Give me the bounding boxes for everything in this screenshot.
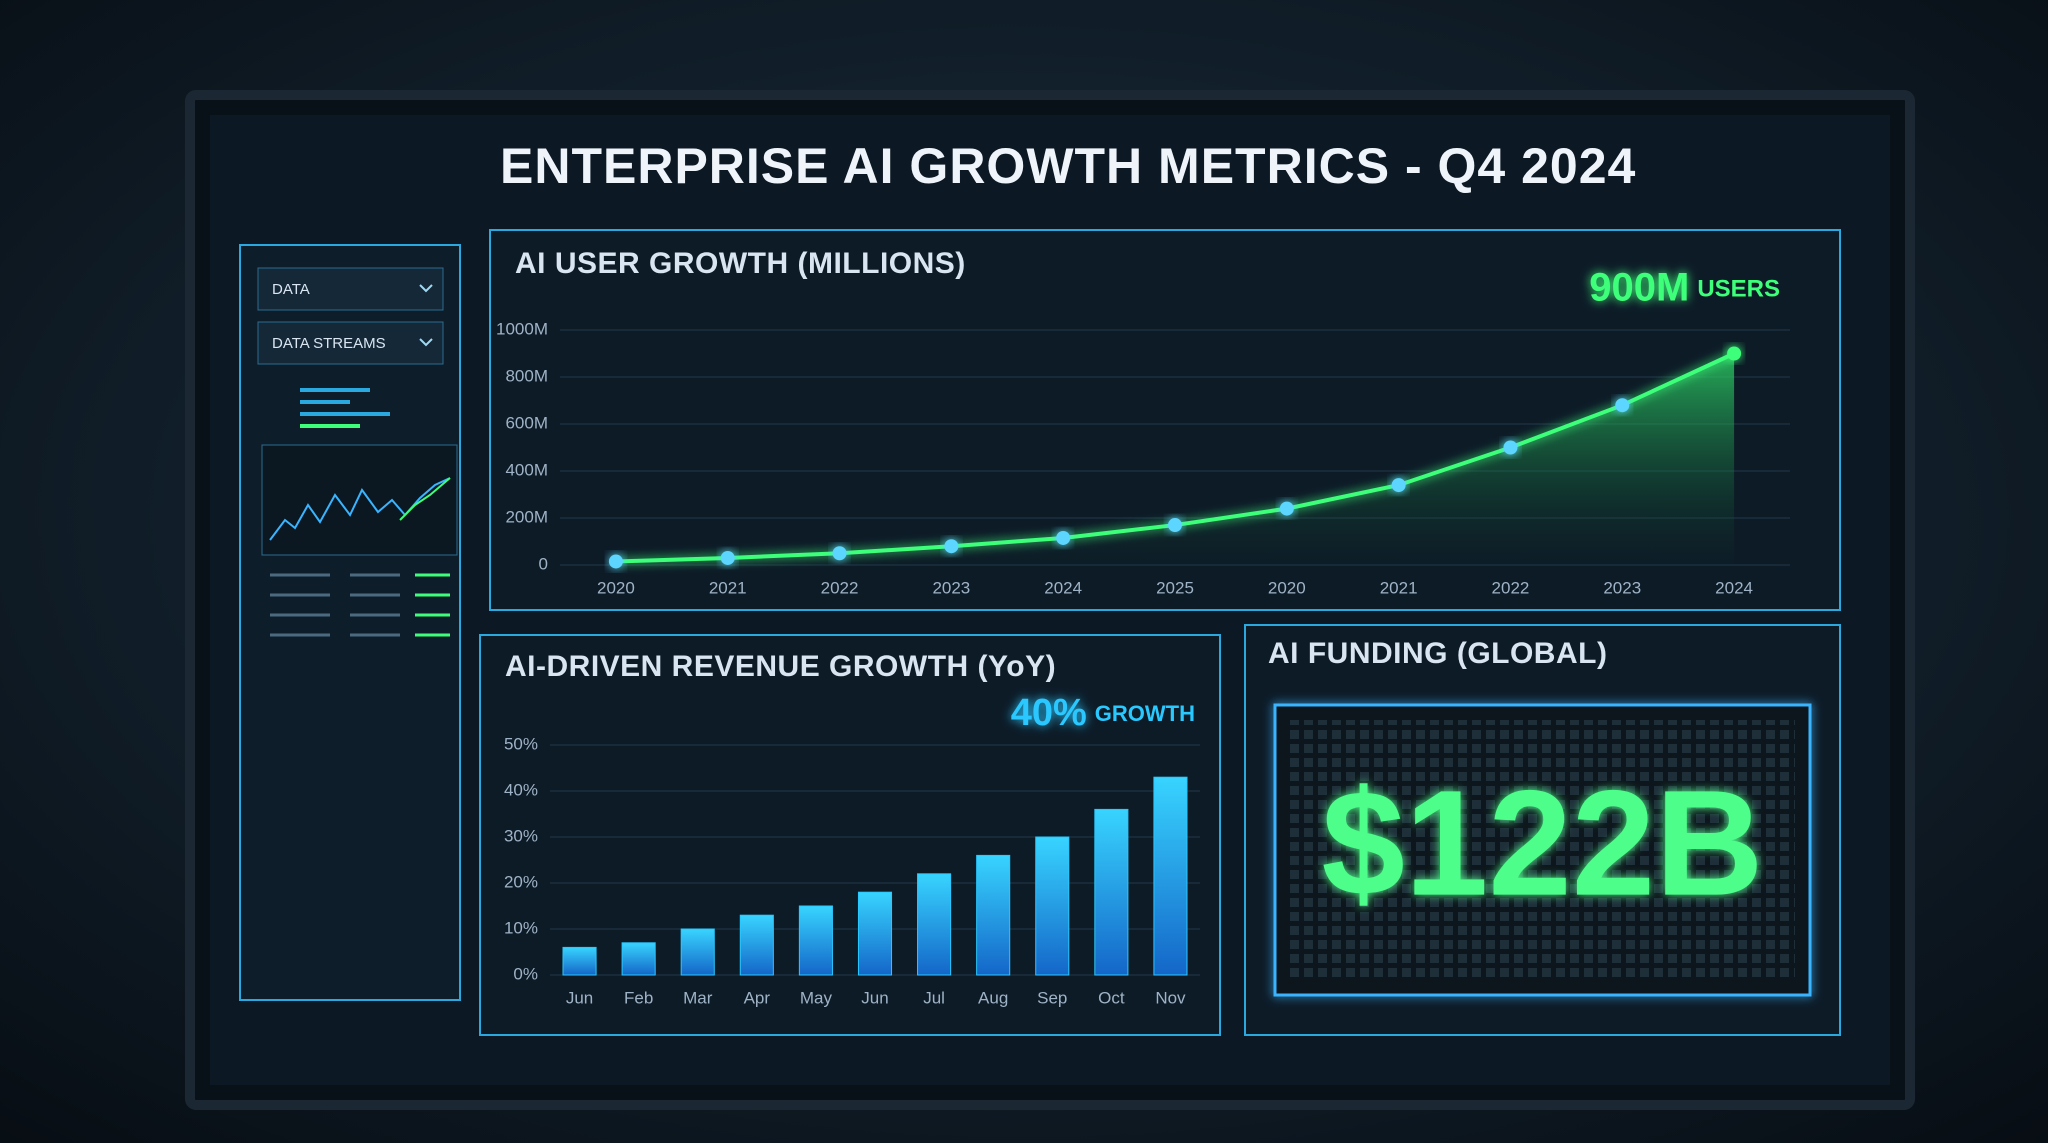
x-tick-label: 2023 xyxy=(932,578,970,597)
y-tick-label: 10% xyxy=(504,918,538,937)
x-tick-label: 2022 xyxy=(1492,578,1530,597)
x-tick-label: 2024 xyxy=(1715,578,1753,597)
bar xyxy=(1094,808,1129,976)
line-point xyxy=(1168,518,1182,533)
x-tick-label: 2022 xyxy=(821,578,859,597)
x-tick-label: Oct xyxy=(1098,988,1125,1007)
line-area xyxy=(615,353,1735,565)
kpi-value: $122B xyxy=(1321,759,1763,927)
x-tick-label: Aug xyxy=(978,988,1008,1007)
bar xyxy=(1153,776,1188,976)
y-tick-label: 20% xyxy=(504,872,538,891)
annotation: 40% xyxy=(1011,692,1087,734)
x-tick-label: Feb xyxy=(624,988,653,1007)
x-tick-label: 2021 xyxy=(1380,578,1418,597)
dropdown-label: DATA STREAMS xyxy=(272,335,386,352)
dropdown[interactable] xyxy=(257,321,444,365)
bar xyxy=(857,891,893,976)
line-point xyxy=(608,554,623,569)
sidebar xyxy=(239,244,461,1001)
line-point xyxy=(1279,501,1294,516)
panel-title: AI FUNDING (GLOBAL) xyxy=(1268,637,1607,670)
x-tick-label: 2024 xyxy=(1044,578,1082,597)
chevron xyxy=(419,338,433,347)
bar xyxy=(917,873,952,976)
annotation-unit: GROWTH xyxy=(1095,701,1195,726)
bar xyxy=(798,905,833,976)
y-tick-label: 400M xyxy=(505,460,548,479)
y-tick-label: 40% xyxy=(504,780,538,799)
bar xyxy=(680,928,715,976)
line-point xyxy=(1056,530,1071,545)
line-point xyxy=(944,539,959,554)
dropdown-label: DATA xyxy=(272,281,310,298)
x-tick-label: 2020 xyxy=(1268,578,1306,597)
annotation-unit: USERS xyxy=(1697,275,1780,302)
x-tick-label: Nov xyxy=(1155,988,1186,1007)
y-tick-label: 200M xyxy=(505,507,548,526)
annotation: 900M xyxy=(1589,266,1689,310)
line-point xyxy=(1727,346,1742,361)
y-tick-label: 0% xyxy=(513,964,538,983)
x-tick-label: Mar xyxy=(683,988,713,1007)
x-tick-label: Jul xyxy=(923,988,945,1007)
dropdown[interactable] xyxy=(257,267,444,311)
mini-line xyxy=(269,477,451,541)
x-tick-label: Apr xyxy=(744,988,771,1007)
y-tick-label: 800M xyxy=(505,366,548,385)
panel-title: AI USER GROWTH (MILLIONS) xyxy=(515,247,966,280)
line-point xyxy=(1503,440,1518,455)
mini-line xyxy=(399,477,451,521)
y-tick-label: 1000M xyxy=(496,319,548,338)
x-tick-label: 2021 xyxy=(709,578,747,597)
mini-chart xyxy=(261,444,458,556)
line-point xyxy=(832,546,847,561)
x-tick-label: 2023 xyxy=(1603,578,1641,597)
bar xyxy=(562,946,597,976)
bar xyxy=(739,914,774,976)
y-tick-label: 30% xyxy=(504,826,538,845)
x-tick-label: May xyxy=(800,988,833,1007)
x-tick-label: Sep xyxy=(1037,988,1067,1007)
x-tick-label: 2025 xyxy=(1156,578,1194,597)
kpi-grid xyxy=(1290,720,1795,980)
x-tick-label: Jun xyxy=(566,988,593,1007)
y-tick-label: 50% xyxy=(504,734,538,753)
bar xyxy=(1035,836,1070,976)
x-tick-label: Jun xyxy=(861,988,888,1007)
line-point xyxy=(1615,398,1630,413)
line-point xyxy=(720,550,735,565)
mini-table xyxy=(270,573,450,637)
line-point xyxy=(1391,478,1406,493)
sidebar-streams xyxy=(300,388,390,428)
bar xyxy=(976,854,1011,976)
main-title: ENTERPRISE AI GROWTH METRICS - Q4 2024 xyxy=(500,138,1636,194)
panel-title: AI-DRIVEN REVENUE GROWTH (YoY) xyxy=(505,650,1056,683)
chevron xyxy=(419,284,433,293)
y-tick-label: 600M xyxy=(505,413,548,432)
bar xyxy=(621,942,656,976)
x-tick-label: 2020 xyxy=(597,578,635,597)
y-tick-label: 0 xyxy=(539,554,548,573)
